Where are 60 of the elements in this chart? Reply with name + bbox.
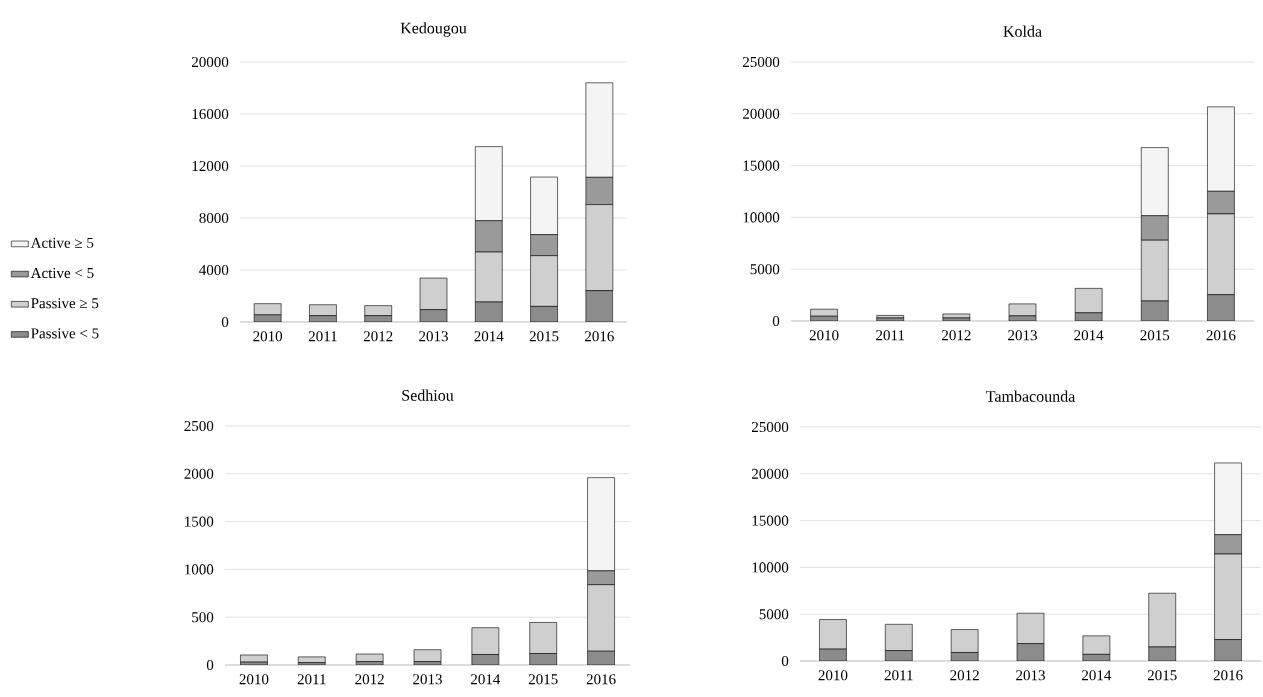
x-tick-label: 2015 xyxy=(1147,670,1177,681)
y-tick-label: 25000 xyxy=(751,421,789,433)
y-tick-label: 2000 xyxy=(184,468,214,479)
x-tick-label: 2011 xyxy=(876,330,905,341)
y-tick-label: 0 xyxy=(772,315,780,327)
x-tick-label: 2012 xyxy=(355,674,384,685)
y-tick-label: 0 xyxy=(206,659,214,671)
legend-label: Passive ≥ 5 xyxy=(31,298,99,309)
x-tick-label: 2012 xyxy=(942,330,971,341)
y-tick-label: 20000 xyxy=(742,108,780,119)
x-tick-label: 2010 xyxy=(809,330,839,341)
y-tick-label: 5000 xyxy=(750,264,780,275)
x-tick-label: 2016 xyxy=(586,674,616,685)
x-tick-label: 2013 xyxy=(1016,670,1045,681)
y-tick-label: 1000 xyxy=(185,564,214,575)
x-tick-label: 2010 xyxy=(818,670,848,681)
chart-title: Kedougou xyxy=(400,22,467,37)
x-tick-label: 2011 xyxy=(297,674,326,685)
x-tick-label: 2014 xyxy=(474,331,504,342)
x-tick-label: 2011 xyxy=(308,331,337,342)
legend-label: Active < 5 xyxy=(30,267,94,279)
y-tick-label: 2500 xyxy=(184,420,214,432)
y-tick-label: 0 xyxy=(221,316,229,328)
y-tick-label: 16000 xyxy=(192,108,229,120)
x-tick-label: 2016 xyxy=(1206,330,1236,341)
x-tick-label: 2013 xyxy=(419,331,448,342)
y-tick-label: 10000 xyxy=(752,562,789,573)
x-tick-label: 2015 xyxy=(1140,330,1170,341)
y-tick-label: 500 xyxy=(192,612,214,623)
x-tick-label: 2016 xyxy=(585,331,614,342)
x-tick-label: 2014 xyxy=(1074,330,1104,341)
y-tick-label: 20000 xyxy=(751,468,789,479)
y-tick-label: 4000 xyxy=(199,264,229,276)
y-tick-label: 15000 xyxy=(743,160,780,171)
x-tick-label: 2012 xyxy=(363,331,393,342)
y-tick-label: 15000 xyxy=(752,515,789,526)
chart-title: Sedhiou xyxy=(402,389,454,401)
x-tick-label: 2014 xyxy=(1082,670,1112,681)
x-tick-label: 2015 xyxy=(528,674,558,685)
y-tick-label: 5000 xyxy=(759,609,789,620)
x-tick-label: 2010 xyxy=(239,674,269,685)
x-tick-label: 2013 xyxy=(413,674,442,685)
y-tick-label: 25000 xyxy=(742,56,780,68)
y-tick-label: 20000 xyxy=(191,56,229,68)
y-tick-label: 12000 xyxy=(192,160,229,172)
y-tick-label: 1500 xyxy=(185,516,214,527)
x-tick-label: 2010 xyxy=(253,331,283,342)
x-tick-label: 2015 xyxy=(529,331,559,342)
y-tick-label: 0 xyxy=(781,655,789,667)
chart-title: Kolda xyxy=(1003,25,1042,37)
y-tick-label: 8000 xyxy=(199,212,229,224)
x-tick-label: 2011 xyxy=(884,670,913,681)
x-tick-label: 2014 xyxy=(471,674,501,685)
x-tick-label: 2012 xyxy=(950,670,979,681)
x-tick-label: 2013 xyxy=(1008,330,1037,341)
legend-label: Passive < 5 xyxy=(31,328,99,339)
legend-label: Active ≥ 5 xyxy=(30,237,94,248)
chart-title: Tambacounda xyxy=(986,390,1076,402)
y-tick-label: 10000 xyxy=(743,212,780,223)
x-tick-label: 2016 xyxy=(1213,670,1243,681)
